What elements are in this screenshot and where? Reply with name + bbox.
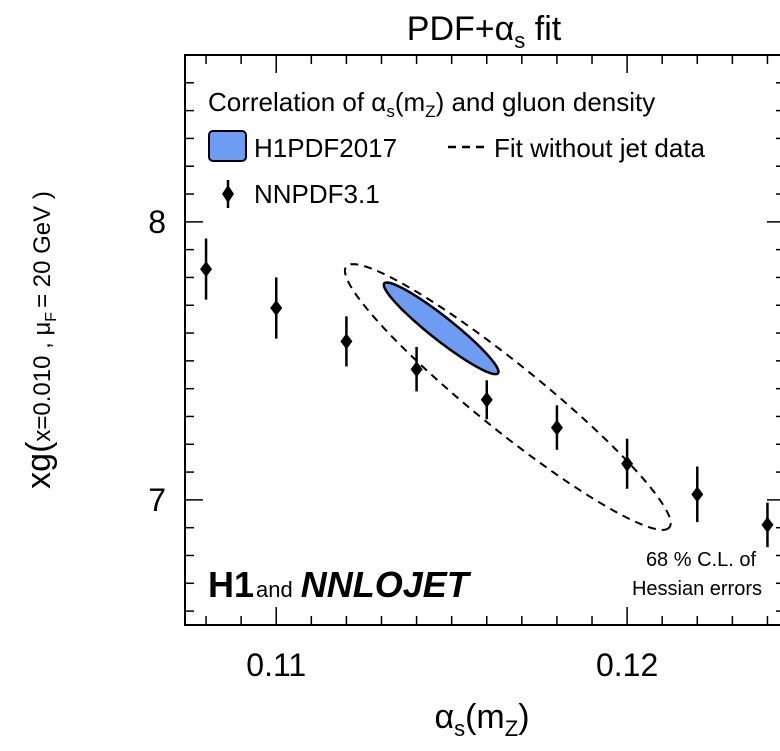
nnpdf-points (200, 238, 774, 548)
legend-h1pdf-swatch (208, 130, 247, 162)
nnpdf-point (761, 502, 774, 548)
legend-title-mid: (m (395, 87, 425, 117)
nnpdf-point (200, 238, 213, 300)
nnpdf-point (410, 346, 423, 392)
nnpdf-marker (340, 333, 353, 350)
nnpdf-marker (200, 261, 213, 278)
nnpdf-marker (480, 391, 493, 408)
ellipse-h1pdf2017 (382, 281, 500, 376)
x-axis-label-s: s (454, 716, 465, 741)
x-axis-label-close: ) (518, 698, 529, 736)
chart-title-end: fit (525, 10, 561, 48)
y-axis-label-f: F (43, 312, 60, 322)
nnpdf-marker (691, 486, 704, 503)
x-axis-label-open: (m (465, 698, 505, 736)
legend-title-z: Z (425, 102, 435, 121)
nnpdf-point (340, 316, 353, 367)
legend: Correlation of αs(mZ) and gluon density … (208, 87, 706, 209)
x-axis-label-alpha: α (434, 698, 454, 736)
x-tick-label-0: 0.11 (246, 647, 306, 683)
nnlojet-label: NNLOJET (301, 564, 472, 605)
nnpdf-point (621, 438, 634, 489)
h1-label: H1 (208, 564, 254, 605)
legend-title-post: ) and gluon density (436, 87, 656, 117)
legend-title: Correlation of αs(mZ) and gluon density (208, 87, 655, 121)
cl-note-line2: Hessian errors (632, 578, 762, 600)
y-axis-label-rest: = 20 GeV ) (29, 191, 56, 308)
legend-h1pdf-label: H1PDF2017 (254, 133, 397, 163)
nnpdf-marker (550, 419, 563, 436)
nnpdf-point (270, 277, 283, 339)
nnpdf-marker (761, 516, 774, 533)
ellipse-fit-without-jet-data (343, 263, 672, 531)
x-tick-label-1: 0.12 (596, 647, 658, 683)
nnpdf-point (480, 380, 493, 420)
h1-nnlojet-label: H1and NNLOJET (208, 564, 472, 605)
chart-title-main: PDF+α (407, 10, 515, 48)
x-axis-label: αs(mZ) (434, 698, 529, 741)
y-tick-label-0: 7 (148, 482, 166, 518)
y-tick-label-1: 8 (148, 204, 166, 240)
legend-title-s: s (386, 102, 395, 121)
legend-nojet-label: Fit without jet data (494, 133, 706, 163)
legend-nnpdf-label: NNPDF3.1 (254, 179, 380, 209)
chart-title: PDF+αs fit (407, 10, 562, 53)
y-axis-label-xg: xg( (20, 441, 58, 489)
nnpdf-point (691, 466, 704, 523)
nnpdf-marker (270, 300, 283, 317)
nnpdf-point (550, 405, 563, 450)
and-label: and (256, 577, 293, 602)
x-axis-label-z: Z (505, 716, 518, 741)
chart-title-sub: s (514, 28, 525, 53)
y-axis-label-x: x=0.010 , μ (29, 322, 56, 442)
cl-note-line1: 68 % C.L. of (646, 549, 757, 571)
axis-ticks (185, 55, 780, 625)
legend-nnpdf-marker (222, 180, 234, 208)
plot-frame (184, 54, 780, 626)
y-axis-label: xg(x=0.010 , μF = 20 GeV ) (20, 191, 60, 489)
nnpdf-marker (621, 455, 634, 472)
nnpdf-marker (410, 361, 423, 378)
legend-title-pre: Correlation of α (208, 87, 386, 117)
